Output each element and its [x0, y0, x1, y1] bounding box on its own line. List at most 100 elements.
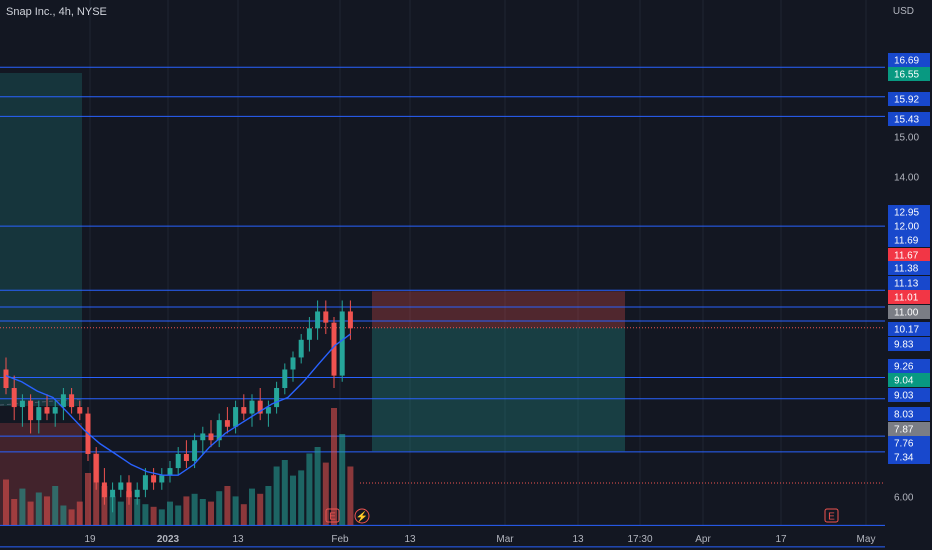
candle-body [159, 475, 165, 483]
price-label-box [888, 373, 930, 387]
earnings-marker: E [329, 512, 336, 523]
candle-body [142, 475, 148, 490]
price-label-box [888, 407, 930, 421]
volume-bar [199, 499, 206, 525]
price-label: 11.01 [894, 293, 919, 304]
price-label: 11.38 [894, 264, 919, 275]
price-label: 11.00 [894, 308, 919, 319]
x-axis-label: 13 [232, 534, 244, 545]
volume-bar [208, 501, 214, 525]
volume-bar [167, 501, 173, 525]
price-label: 11.69 [894, 236, 919, 247]
price-label-box [888, 359, 930, 373]
candle-body [3, 369, 9, 389]
x-axis-label: 17:30 [627, 534, 652, 545]
price-label: 9.03 [894, 391, 914, 402]
price-label-box [888, 53, 930, 67]
volume-bar [35, 492, 42, 525]
price-label-box [888, 112, 930, 126]
price-label-box [888, 248, 930, 262]
candle-body [60, 394, 66, 408]
moving-average-line [5, 333, 351, 476]
price-label-box [888, 305, 930, 319]
x-axis-label: Apr [695, 534, 711, 545]
volume-bar [126, 491, 132, 525]
candle-body [110, 489, 116, 498]
volume-bar [117, 501, 124, 525]
price-label: 7.87 [894, 425, 914, 436]
price-label: 11.13 [894, 279, 919, 290]
candle-body [331, 322, 337, 376]
x-axis-label: Mar [496, 534, 514, 545]
candle-body [134, 489, 140, 498]
price-label-box [888, 422, 930, 436]
candle-body [200, 433, 206, 441]
candle-body [151, 475, 157, 483]
candle-body [69, 394, 75, 408]
price-label-box [888, 205, 930, 219]
price-label: 9.26 [894, 362, 914, 373]
candle-body [11, 388, 17, 408]
volume-bar [142, 504, 149, 525]
candle-body [290, 357, 296, 370]
volume-bar [11, 499, 18, 525]
price-label-box [888, 276, 930, 290]
volume-bar [257, 493, 264, 525]
price-label: 15.92 [894, 95, 919, 106]
candle-body [101, 482, 107, 498]
currency-label: USD [892, 6, 914, 17]
price-label-box [888, 261, 930, 275]
volume-bar [322, 462, 329, 525]
volume-bar [52, 486, 59, 525]
price-label: 14.00 [894, 173, 919, 184]
volume-bar [68, 509, 75, 525]
chart-title: Snap Inc., 4h, NYSE [6, 6, 107, 18]
x-axis-label: 2023 [157, 534, 180, 545]
volume-bar [19, 488, 26, 525]
price-label: 15.43 [894, 115, 919, 126]
volume-bar [150, 506, 157, 525]
candle-body [126, 482, 132, 498]
earnings-marker-box [325, 508, 340, 523]
price-label: 12.95 [894, 208, 919, 219]
volume-bar [76, 501, 83, 525]
price-label-box [888, 337, 930, 351]
volume-bar [27, 501, 34, 525]
price-label: 15.00 [894, 133, 919, 144]
price-label: 11.67 [894, 251, 919, 262]
candle-body [19, 400, 25, 408]
price-label: 7.34 [894, 453, 914, 464]
volume-bar [60, 505, 67, 525]
price-label-box [888, 436, 930, 450]
candle-body [339, 311, 345, 376]
price-label-box [888, 388, 930, 402]
candle-body [241, 407, 247, 414]
volume-bar [339, 434, 346, 525]
volume-bar [249, 488, 255, 525]
volume-bar [290, 475, 296, 525]
candle-body [347, 311, 353, 329]
earnings-marker-box [824, 508, 839, 523]
price-label-box [888, 219, 930, 233]
candle-body [167, 468, 173, 476]
candle-body [298, 339, 304, 358]
candle-body [306, 328, 312, 340]
x-axis-label: 13 [572, 534, 584, 545]
price-label: 10.17 [894, 325, 919, 336]
target-zone [372, 327, 625, 452]
volume-bar [331, 408, 337, 525]
candle-body [216, 420, 222, 441]
candle-body [36, 407, 42, 421]
price-label-box [888, 233, 930, 247]
volume-bar [281, 460, 288, 525]
candle-body [257, 400, 263, 414]
volume-bar [3, 479, 9, 525]
volume-bar [273, 466, 280, 525]
volume-bar [183, 496, 190, 525]
volume-bar [216, 491, 223, 525]
candle-body [224, 420, 230, 427]
x-axis-label: 19 [84, 534, 96, 545]
price-label-box [888, 290, 930, 304]
volume-bar [191, 493, 198, 525]
